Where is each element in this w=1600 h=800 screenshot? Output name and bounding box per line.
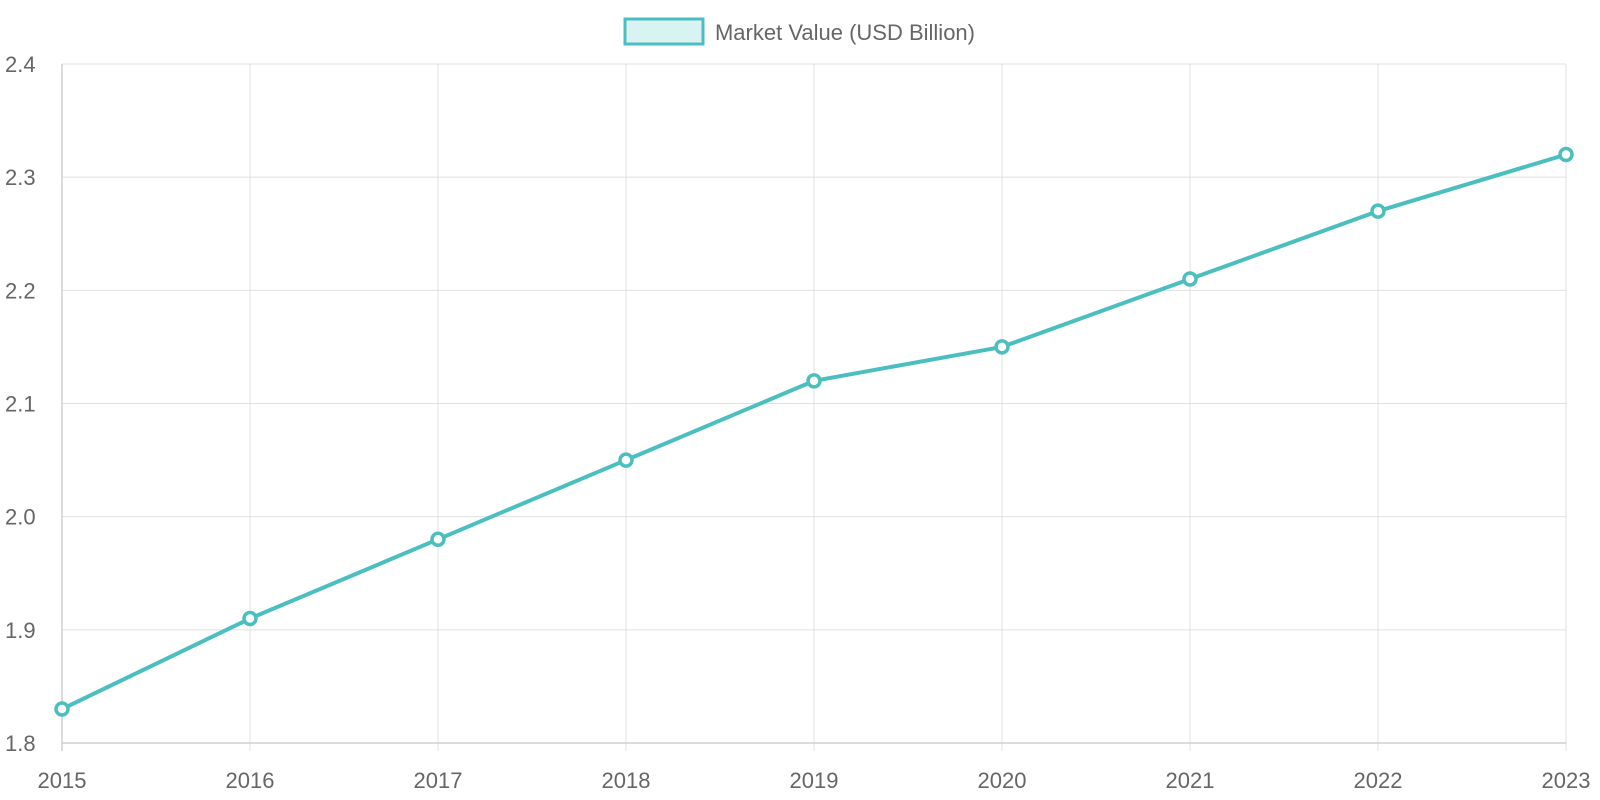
y-tick-label: 1.8 — [5, 731, 36, 756]
x-tick-label: 2017 — [414, 768, 463, 793]
data-point[interactable] — [1558, 146, 1574, 163]
data-point[interactable] — [242, 610, 258, 627]
data-point[interactable] — [806, 373, 822, 389]
y-tick-label: 2.0 — [5, 505, 36, 530]
x-tick-label: 2023 — [1542, 768, 1591, 793]
x-tick-label: 2019 — [790, 768, 839, 793]
x-tick-label: 2020 — [978, 768, 1027, 793]
x-tick-label: 2021 — [1166, 768, 1215, 793]
legend-swatch[interactable] — [623, 17, 705, 46]
data-point[interactable] — [994, 339, 1010, 355]
x-tick-label: 2016 — [226, 768, 275, 793]
data-point[interactable] — [1182, 271, 1198, 287]
legend-label[interactable]: Market Value (USD Billion) — [715, 20, 975, 45]
data-point[interactable] — [1370, 203, 1386, 219]
data-point[interactable] — [430, 531, 446, 548]
legend[interactable]: Market Value (USD Billion) — [623, 17, 975, 46]
x-tick-label: 2018 — [602, 768, 651, 793]
y-axis-ticks: 1.8 1.9 2.0 2.1 2.2 2.3 2.4 — [5, 52, 36, 756]
series-layer — [54, 146, 1574, 717]
data-point[interactable] — [54, 701, 70, 717]
x-axis-ticks: 2015 2016 2017 2018 2019 2020 2021 2022 2023 — [38, 768, 1591, 793]
y-tick-label: 2.3 — [5, 165, 36, 190]
x-tick-label: 2015 — [38, 768, 87, 793]
data-point[interactable] — [618, 452, 634, 468]
y-tick-label: 2.4 — [5, 52, 36, 77]
y-tick-label: 2.2 — [5, 278, 36, 303]
y-tick-label: 1.9 — [5, 618, 36, 643]
grid — [62, 63, 1567, 751]
axes — [61, 64, 1566, 751]
x-tick-label: 2022 — [1354, 768, 1403, 793]
y-tick-label: 2.1 — [5, 392, 36, 417]
